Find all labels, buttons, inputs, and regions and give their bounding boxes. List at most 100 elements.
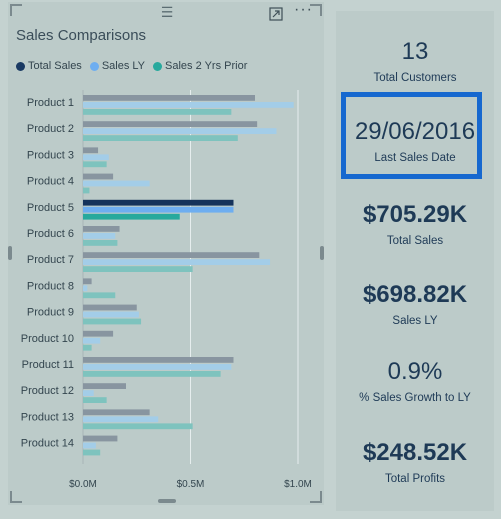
bar-sales-2-yrs-prior[interactable]: [83, 371, 221, 377]
bar-total-sales[interactable]: [83, 121, 258, 127]
category-label: Product 3: [27, 149, 74, 161]
bar-sales-2-yrs-prior[interactable]: [83, 266, 193, 272]
resize-corner-bottom-left[interactable]: [10, 491, 22, 503]
card-value: $705.29K: [362, 201, 468, 228]
bar-total-sales[interactable]: [83, 173, 114, 180]
resize-handle-right[interactable]: [320, 246, 324, 260]
legend-label: Sales LY: [101, 60, 146, 72]
sales-comparisons-visual[interactable]: ☰ ··· Sales Comparisons Total Sales Sale…: [8, 2, 324, 505]
card-value: 0.9%: [387, 358, 443, 385]
bar-sales-ly[interactable]: [83, 442, 96, 449]
bar-sales-2-yrs-prior[interactable]: [83, 423, 193, 430]
x-tick-label: $0.0M: [69, 479, 97, 490]
bar-total-sales[interactable]: [83, 357, 234, 363]
more-options-icon[interactable]: ···: [294, 1, 313, 18]
card-value: 13: [401, 38, 429, 65]
x-tick-label: $0.5M: [177, 479, 205, 490]
category-label: Product 11: [22, 359, 74, 371]
category-label: Product 14: [21, 438, 74, 450]
bar-total-sales[interactable]: [83, 435, 118, 442]
card-sales-ly[interactable]: $698.82K Sales LY: [336, 281, 494, 327]
bar-total-sales[interactable]: [83, 330, 114, 337]
bar-sales-ly[interactable]: [83, 180, 150, 187]
card-sales-growth[interactable]: 0.9% % Sales Growth to LY: [336, 358, 494, 404]
card-label: % Sales Growth to LY: [359, 392, 471, 404]
bar-sales-ly[interactable]: [83, 259, 271, 265]
category-label: Product 9: [27, 307, 74, 319]
bar-total-sales[interactable]: [83, 95, 255, 101]
legend-item-sales-2-yrs-prior[interactable]: Sales 2 Yrs Prior: [153, 60, 247, 72]
bar-sales-2-yrs-prior[interactable]: [83, 135, 238, 141]
bar-sales-2-yrs-prior[interactable]: [83, 109, 232, 115]
bar-total-sales[interactable]: [83, 383, 126, 389]
legend-label: Sales 2 Yrs Prior: [165, 60, 248, 72]
legend-dot: [16, 61, 25, 71]
category-label: Product 6: [27, 228, 74, 240]
card-total-customers[interactable]: 13 Total Customers: [336, 38, 494, 84]
category-label: Product 4: [27, 176, 74, 188]
bar-sales-ly[interactable]: [83, 206, 234, 213]
bar-sales-2-yrs-prior[interactable]: [83, 292, 116, 299]
card-label: Total Profits: [384, 473, 446, 485]
card-last-sales-date[interactable]: 29/06/2016 Last Sales Date: [336, 118, 494, 164]
bar-sales-2-yrs-prior[interactable]: [83, 161, 107, 168]
bar-sales-ly[interactable]: [83, 102, 294, 108]
card-total-sales[interactable]: $705.29K Total Sales: [336, 201, 494, 247]
category-label: Product 8: [27, 280, 74, 292]
x-tick-label: $1.0M: [284, 479, 312, 490]
resize-corner-top-right[interactable]: [310, 4, 322, 16]
bar-sales-2-yrs-prior[interactable]: [83, 240, 118, 246]
category-label: Product 13: [21, 411, 74, 423]
card-label: Total Customers: [373, 72, 457, 84]
bar-sales-2-yrs-prior[interactable]: [83, 213, 180, 220]
card-value: $248.52K: [362, 439, 468, 466]
legend-item-sales-ly[interactable]: Sales LY: [89, 60, 146, 72]
bar-sales-ly[interactable]: [83, 233, 116, 239]
highlight-box: [341, 92, 482, 179]
bar-sales-2-yrs-prior[interactable]: [83, 449, 101, 456]
category-label: Product 1: [27, 97, 74, 109]
category-label: Product 12: [21, 385, 74, 397]
kpi-cards-panel: 13 Total Customers 29/06/2016 Last Sales…: [336, 11, 494, 511]
drag-handle-icon[interactable]: ☰: [160, 4, 174, 20]
bar-sales-ly[interactable]: [83, 337, 101, 344]
card-label: Last Sales Date: [374, 152, 456, 164]
bar-total-sales[interactable]: [83, 226, 120, 232]
chart-legend: Total Sales Sales LY Sales 2 Yrs Prior: [16, 60, 247, 72]
focus-mode-icon[interactable]: [269, 7, 283, 21]
legend-dot: [89, 61, 99, 71]
bar-chart-plot[interactable]: Product 1 Product 2 Product 3 Product 4 Prod…: [8, 2, 324, 505]
bar-sales-ly[interactable]: [83, 390, 94, 396]
card-total-profits[interactable]: $248.52K Total Profits: [336, 439, 494, 485]
legend-item-total-sales[interactable]: Total Sales: [16, 60, 82, 72]
card-value: $698.82K: [362, 281, 468, 308]
resize-handle-bottom[interactable]: [158, 499, 176, 503]
bar-total-sales[interactable]: [83, 304, 137, 311]
resize-handle-left[interactable]: [8, 246, 12, 260]
bar-sales-2-yrs-prior[interactable]: [83, 318, 142, 325]
bar-total-sales[interactable]: [83, 252, 260, 258]
bar-total-sales[interactable]: [83, 199, 234, 206]
resize-corner-bottom-right[interactable]: [310, 491, 322, 503]
category-label: Product 10: [21, 333, 74, 345]
card-label: Sales LY: [392, 315, 438, 327]
bar-sales-ly[interactable]: [83, 128, 277, 134]
bar-sales-2-yrs-prior[interactable]: [83, 187, 90, 194]
resize-corner-top-left[interactable]: [10, 4, 22, 16]
bar-sales-2-yrs-prior[interactable]: [83, 397, 107, 403]
bar-sales-ly[interactable]: [83, 311, 139, 318]
legend-dot: [153, 61, 163, 71]
category-label: Product 2: [27, 123, 74, 135]
bar-sales-ly[interactable]: [83, 416, 159, 423]
category-label: Product 5: [27, 202, 74, 214]
legend-label: Total Sales: [28, 60, 82, 72]
category-label: Product 7: [27, 254, 74, 266]
bar-sales-ly[interactable]: [83, 364, 232, 370]
bar-total-sales[interactable]: [83, 278, 92, 285]
bar-sales-ly[interactable]: [83, 154, 109, 161]
bar-total-sales[interactable]: [83, 147, 99, 154]
bar-sales-2-yrs-prior[interactable]: [83, 344, 92, 351]
bar-sales-ly[interactable]: [83, 285, 88, 292]
card-value: 29/06/2016: [354, 118, 476, 145]
bar-total-sales[interactable]: [83, 409, 150, 416]
